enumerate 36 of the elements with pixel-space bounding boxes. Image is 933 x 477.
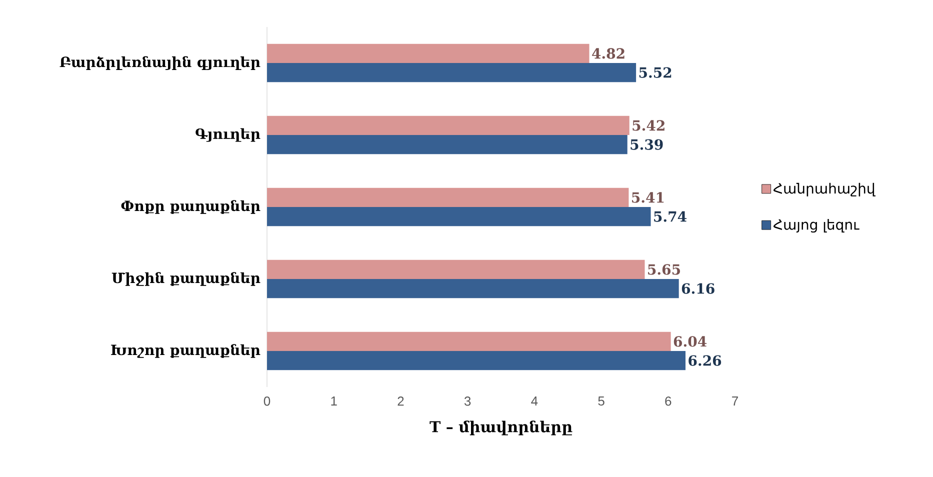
- bar: [267, 63, 636, 82]
- data-label: 5.41: [632, 192, 664, 203]
- data-label: 6.04: [674, 336, 707, 347]
- data-label: 5.42: [632, 120, 664, 131]
- y-tick-label: Բարձրլեռնային գյուղեր: [60, 56, 260, 70]
- x-tick-label: 2: [398, 396, 404, 406]
- bar: [267, 332, 671, 352]
- y-tick-label: Գյուղեր: [196, 128, 260, 142]
- bar: [267, 188, 629, 208]
- bar: [267, 116, 630, 136]
- x-tick-label: 3: [464, 396, 471, 406]
- data-label: 5.74: [654, 211, 686, 222]
- data-label: 6.16: [682, 283, 714, 294]
- y-tick-label: Փոքր քաղաքներ: [121, 200, 260, 214]
- bar: [267, 207, 651, 226]
- data-label: 4.82: [592, 48, 624, 59]
- x-axis-title: T – միավորները: [430, 420, 572, 436]
- bar: [267, 279, 679, 298]
- y-tick-label: Խոշոր քաղաքներ: [111, 344, 260, 358]
- data-label: 5.39: [630, 139, 663, 150]
- bar: [267, 135, 628, 154]
- x-tick-label: 1: [331, 396, 337, 406]
- data-label: 5.52: [639, 67, 672, 78]
- x-tick-label: 5: [598, 396, 604, 406]
- data-label: 6.26: [688, 355, 722, 366]
- legend-label: Հայոց լեզու: [773, 219, 860, 233]
- bar: [267, 260, 645, 280]
- legend-label: Հանրահաշիվ: [773, 182, 876, 196]
- x-tick-label: 4: [531, 396, 538, 406]
- x-tick-label: 0: [264, 396, 270, 406]
- x-tick-label: 6: [665, 396, 672, 406]
- x-tick-label: 7: [732, 396, 738, 406]
- bar: [267, 44, 590, 64]
- bar: [267, 351, 686, 370]
- y-tick-label: Միջին քաղաքներ: [112, 272, 260, 286]
- data-label: 5.65: [648, 264, 680, 275]
